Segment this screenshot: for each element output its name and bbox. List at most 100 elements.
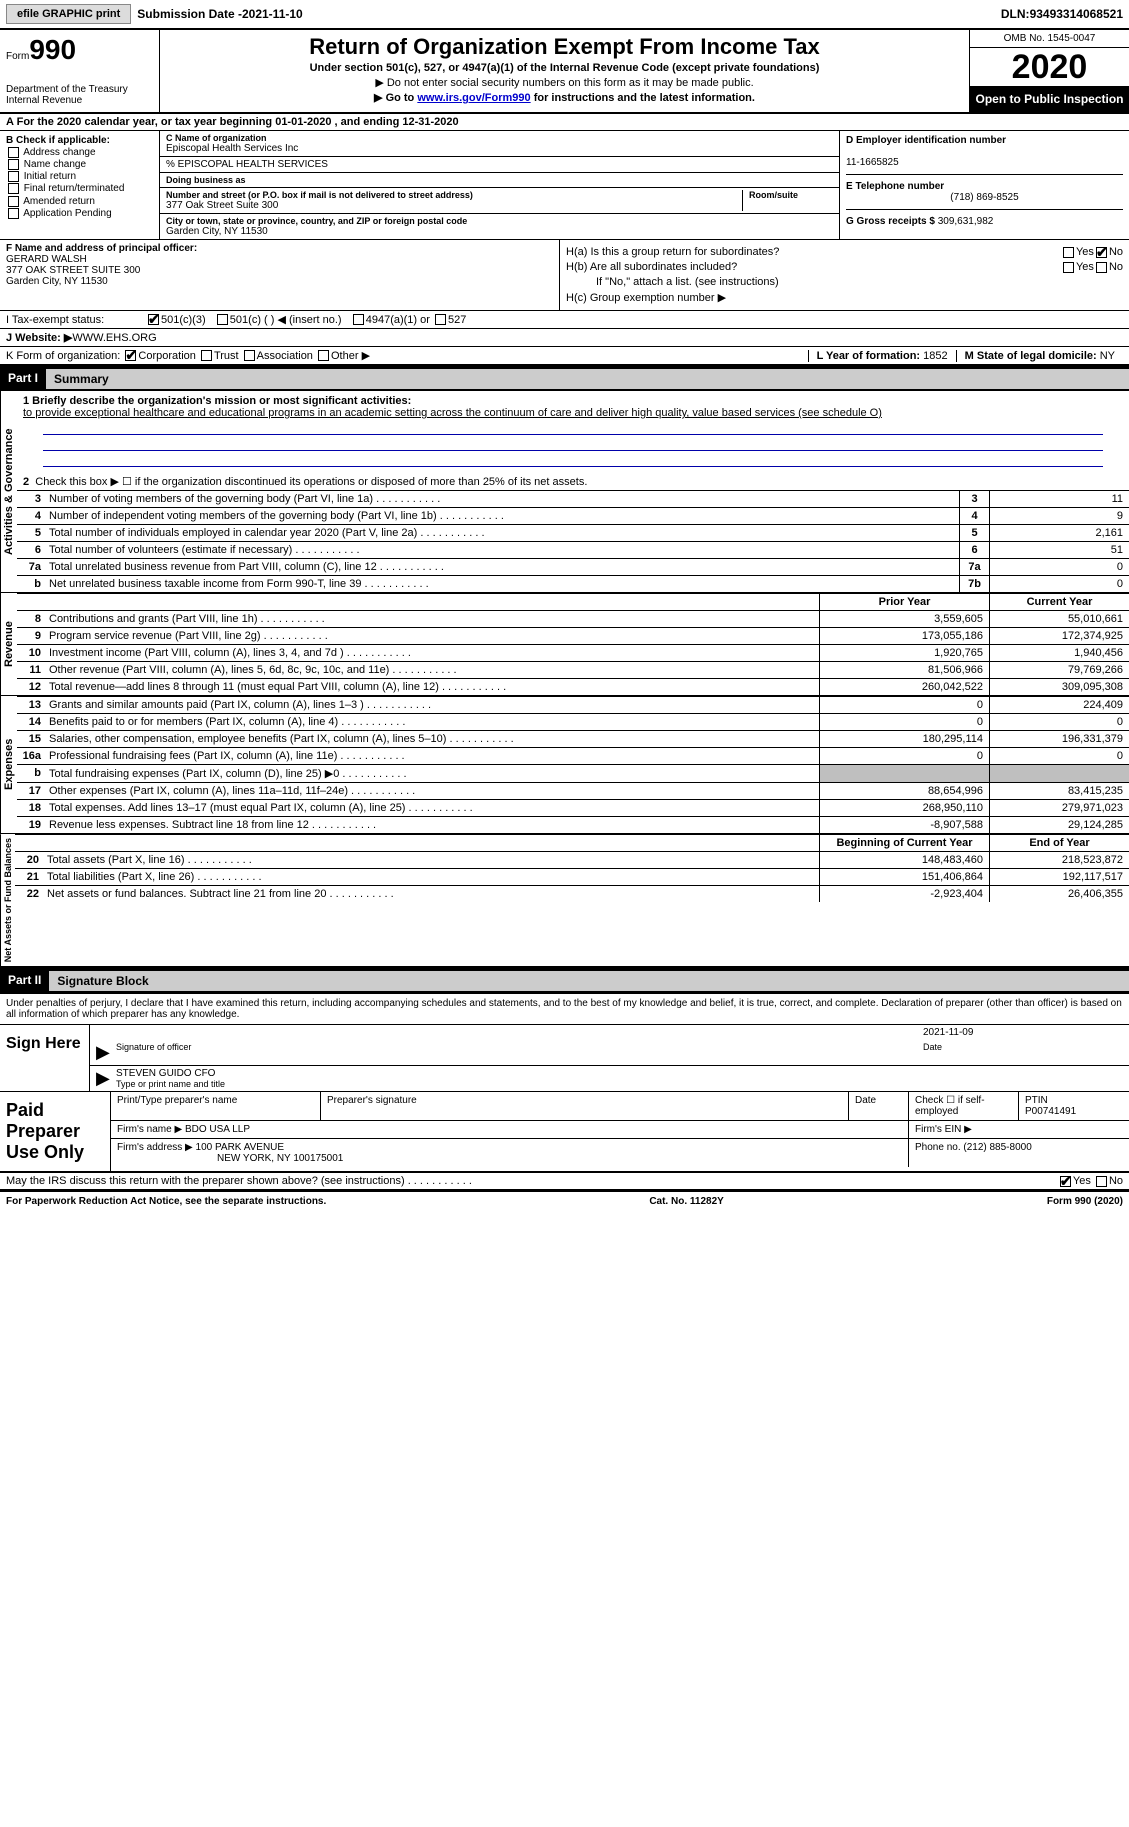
discuss-no-check[interactable] <box>1096 1176 1107 1187</box>
officer-addr2: Garden City, NY 11530 <box>6 276 108 287</box>
line-a-taxyear: A For the 2020 calendar year, or tax yea… <box>0 114 1129 130</box>
gross-label: G Gross receipts $ <box>846 216 938 227</box>
i-527-check[interactable] <box>435 314 446 325</box>
discuss-yes-check[interactable] <box>1060 1176 1071 1187</box>
net-label: Net Assets or Fund Balances <box>0 834 15 966</box>
box-f-label: F Name and address of principal officer: <box>6 243 197 254</box>
hb-label: H(b) Are all subordinates included? <box>566 261 737 273</box>
summary-row: 3 Number of voting members of the govern… <box>17 490 1129 507</box>
box-b-title: B Check if applicable: <box>6 135 110 146</box>
summary-row: 20 Total assets (Part X, line 16) 148,48… <box>15 851 1129 868</box>
room-label: Room/suite <box>749 190 833 200</box>
check-name-change[interactable] <box>8 159 19 170</box>
ha-label: H(a) Is this a group return for subordin… <box>566 246 779 258</box>
addr-label: Number and street (or P.O. box if mail i… <box>166 190 742 200</box>
opt-amended: Amended return <box>23 196 95 207</box>
footer-right: Form 990 (2020) <box>1047 1196 1123 1207</box>
dba-label: Doing business as <box>166 175 833 185</box>
line-m-label: M State of legal domicile: <box>965 350 1100 362</box>
form-number: 990 <box>29 34 76 65</box>
dln-value: 93493314068521 <box>1030 7 1123 21</box>
check-initial-return[interactable] <box>8 171 19 182</box>
submission-date-label: Submission Date - <box>137 7 242 21</box>
k-trust-check[interactable] <box>201 350 212 361</box>
opt-address-change: Address change <box>23 147 95 158</box>
part1-header: Part I <box>0 368 46 390</box>
i-501c3-check[interactable] <box>148 314 159 325</box>
summary-row: 19 Revenue less expenses. Subtract line … <box>17 816 1129 833</box>
k-corp-check[interactable] <box>125 350 136 361</box>
k-other-check[interactable] <box>318 350 329 361</box>
sign-here-label: Sign Here <box>0 1025 90 1091</box>
city-label: City or town, state or province, country… <box>166 216 833 226</box>
efile-button[interactable]: efile GRAPHIC print <box>6 4 131 24</box>
tax-year: 2020 <box>970 48 1129 86</box>
form-subtitle: Under section 501(c), 527, or 4947(a)(1)… <box>168 62 961 74</box>
ptin-value: P00741491 <box>1025 1106 1076 1117</box>
part1-title: Summary <box>46 368 1129 390</box>
ha-yes: Yes <box>1076 246 1094 258</box>
col-prior: Prior Year <box>819 594 989 610</box>
irs-label: Internal Revenue <box>6 95 153 106</box>
hc-label: H(c) Group exemption number ▶ <box>566 291 726 304</box>
summary-row: 16a Professional fundraising fees (Part … <box>17 747 1129 764</box>
firm-ein-label: Firm's EIN ▶ <box>909 1121 1129 1138</box>
check-address-change[interactable] <box>8 147 19 158</box>
dln-label: DLN: <box>1001 7 1030 21</box>
hb-yes-check[interactable] <box>1063 262 1074 273</box>
line-l-value: 1852 <box>923 350 947 362</box>
i-501c-check[interactable] <box>217 314 228 325</box>
omb-number: OMB No. 1545-0047 <box>970 30 1129 48</box>
summary-row: 13 Grants and similar amounts paid (Part… <box>17 696 1129 713</box>
penalty-text: Under penalties of perjury, I declare th… <box>0 992 1129 1024</box>
k-assoc-check[interactable] <box>244 350 255 361</box>
firm-addr1: 100 PARK AVENUE <box>196 1142 285 1153</box>
summary-row: 12 Total revenue—add lines 8 through 11 … <box>17 678 1129 695</box>
summary-row: 17 Other expenses (Part IX, column (A), … <box>17 782 1129 799</box>
summary-row: 7a Total unrelated business revenue from… <box>17 558 1129 575</box>
ha-no-check[interactable] <box>1096 247 1107 258</box>
col-end: End of Year <box>989 835 1129 851</box>
discuss-yes: Yes <box>1073 1175 1091 1187</box>
i-4947-check[interactable] <box>353 314 364 325</box>
ha-yes-check[interactable] <box>1063 247 1074 258</box>
hb-note: If "No," attach a list. (see instruction… <box>566 276 1123 288</box>
sig-date-label: Date <box>923 1042 1123 1063</box>
officer-name: GERARD WALSH <box>6 254 87 265</box>
k-trust: Trust <box>214 350 239 362</box>
hb-no: No <box>1109 261 1123 273</box>
q1-label: 1 Briefly describe the organization's mi… <box>23 395 411 407</box>
i-501c: 501(c) ( ) ◀ (insert no.) <box>230 313 342 326</box>
box-c-label: C Name of organization <box>166 133 833 143</box>
ein-label: D Employer identification number <box>846 135 1006 146</box>
form-title: Return of Organization Exempt From Incom… <box>168 34 961 60</box>
firm-addr2: NEW YORK, NY 100175001 <box>117 1153 343 1164</box>
line-k-label: K Form of organization: <box>6 350 120 362</box>
summary-row: b Net unrelated business taxable income … <box>17 575 1129 592</box>
officer-addr1: 377 OAK STREET SUITE 300 <box>6 265 140 276</box>
phone-label: E Telephone number <box>846 181 944 192</box>
org-name: Episcopal Health Services Inc <box>166 143 833 154</box>
summary-row: 10 Investment income (Part VIII, column … <box>17 644 1129 661</box>
instructions-link[interactable]: www.irs.gov/Form990 <box>417 92 530 104</box>
check-app-pending[interactable] <box>8 208 19 219</box>
col-begin: Beginning of Current Year <box>819 835 989 851</box>
revenue-label: Revenue <box>0 593 17 695</box>
hb-yes: Yes <box>1076 261 1094 273</box>
check-final-return[interactable] <box>8 183 19 194</box>
footer-cat: Cat. No. 11282Y <box>649 1196 723 1207</box>
summary-row: b Total fundraising expenses (Part IX, c… <box>17 764 1129 782</box>
expenses-label: Expenses <box>0 696 17 833</box>
hb-no-check[interactable] <box>1096 262 1107 273</box>
opt-name-change: Name change <box>24 159 86 170</box>
form-header: Form990 Department of the Treasury Inter… <box>0 30 1129 114</box>
dept-treasury: Department of the Treasury <box>6 84 153 95</box>
line-m-value: NY <box>1100 350 1115 362</box>
form-label: Form <box>6 51 29 62</box>
officer-printed-name: STEVEN GUIDO CFO <box>116 1068 1123 1079</box>
summary-row: 21 Total liabilities (Part X, line 26) 1… <box>15 868 1129 885</box>
i-501c3: 501(c)(3) <box>161 314 206 326</box>
firm-phone-label: Phone no. <box>915 1142 963 1153</box>
prep-sig-label: Preparer's signature <box>321 1092 849 1120</box>
check-amended[interactable] <box>8 196 19 207</box>
